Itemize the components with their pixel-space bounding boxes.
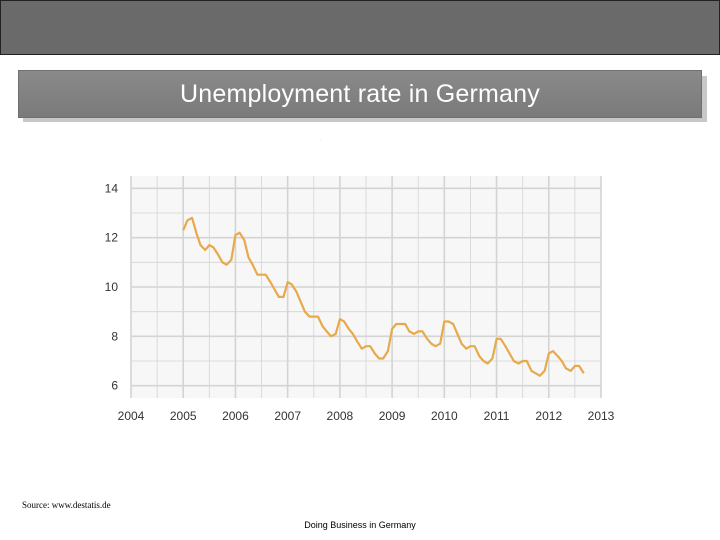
x-tick-label: 2010 [431, 409, 458, 423]
y-tick-label: 8 [111, 329, 118, 343]
x-tick-label: 2006 [222, 409, 249, 423]
x-axis-ticks: 2004 2005 2006 2007 2008 2009 2010 2011 2012 2013 [118, 409, 615, 423]
x-tick-label: 2011 [484, 409, 510, 423]
y-axis-ticks: 14 12 10 8 6 [105, 181, 119, 392]
y-tick-label: 12 [105, 231, 119, 245]
x-tick-label: 2005 [170, 409, 197, 423]
header-bar [0, 0, 720, 55]
footer-text: Doing Business in Germany [304, 520, 416, 530]
x-tick-label: 2012 [535, 409, 562, 423]
slide-title: Unemployment rate in Germany [180, 79, 540, 108]
x-tick-label: 2013 [588, 409, 615, 423]
y-tick-label: 10 [105, 280, 119, 294]
x-tick-label: 2009 [379, 409, 406, 423]
y-tick-label: 14 [105, 181, 119, 195]
y-tick-label: 6 [111, 379, 118, 393]
x-tick-label: 2007 [274, 409, 301, 423]
source-note: Source: www.destatis.de [22, 500, 111, 510]
title-box: Unemployment rate in Germany [18, 70, 702, 118]
x-tick-label: 2004 [118, 409, 145, 423]
placeholder-mark: · [320, 138, 322, 144]
x-tick-label: 2008 [327, 409, 354, 423]
series-line [182, 216, 585, 377]
